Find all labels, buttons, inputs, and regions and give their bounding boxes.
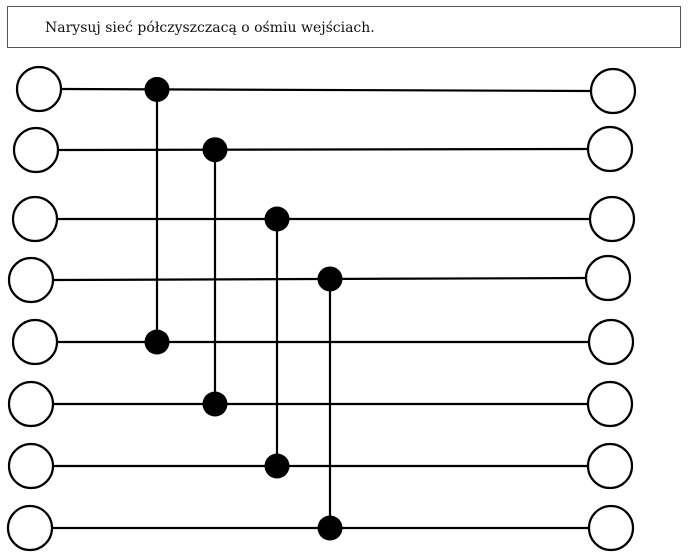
input-terminal-1 <box>15 65 63 113</box>
comparator-2-bottom-node <box>202 391 228 417</box>
output-terminal-8 <box>587 504 635 552</box>
input-terminal-2 <box>12 126 60 174</box>
comparator-3-top-node <box>264 206 290 232</box>
input-terminal-4 <box>7 256 55 304</box>
input-terminal-6 <box>7 380 55 428</box>
comparator-4-top-node <box>317 266 343 292</box>
input-terminal-7 <box>7 442 55 490</box>
output-terminal-1 <box>589 67 637 115</box>
output-terminal-6 <box>586 380 634 428</box>
comparator-1-top-node <box>144 76 170 102</box>
input-terminal-3 <box>11 195 59 243</box>
output-terminal-2 <box>586 125 634 173</box>
prompt-box: Narysuj sieć półczyszczacą o ośmiu wejśc… <box>7 6 681 48</box>
comparator-4-bottom-node <box>317 515 343 541</box>
comparator-1-bottom-node <box>144 329 170 355</box>
wire-2 <box>57 147 589 152</box>
comparator-2-top-node <box>202 137 228 163</box>
terminals-layer <box>6 65 637 552</box>
input-terminal-8 <box>6 504 54 552</box>
prompt-text: Narysuj sieć półczyszczacą o ośmiu wejśc… <box>45 20 375 36</box>
wires-layer <box>52 87 592 530</box>
output-terminal-5 <box>587 318 635 366</box>
output-terminal-3 <box>588 195 636 243</box>
wire-1 <box>60 87 592 93</box>
comparator-3-bottom-node <box>264 453 290 479</box>
input-terminal-5 <box>11 318 59 366</box>
comparators-layer <box>144 76 343 541</box>
output-terminal-7 <box>586 442 634 490</box>
output-terminal-4 <box>584 254 632 302</box>
